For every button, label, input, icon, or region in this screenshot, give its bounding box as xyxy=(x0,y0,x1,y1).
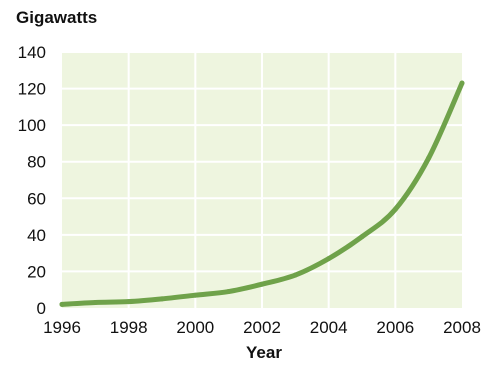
data-point xyxy=(59,301,65,307)
x-tick-label: 1996 xyxy=(43,318,81,337)
y-tick-label: 140 xyxy=(18,43,46,62)
x-tick-label: 2002 xyxy=(243,318,281,337)
y-tick-label: 100 xyxy=(18,116,46,135)
data-point xyxy=(92,300,98,306)
x-tick-label: 2000 xyxy=(176,318,214,337)
data-point xyxy=(226,289,232,295)
data-point xyxy=(359,234,365,240)
data-point xyxy=(326,256,332,262)
x-tick-label: 2006 xyxy=(376,318,414,337)
y-tick-label: 60 xyxy=(27,189,46,208)
y-tick-label: 0 xyxy=(37,299,46,318)
x-tick-labels: 1996 1998 2000 2002 2004 2006 2008 xyxy=(43,318,481,337)
y-tick-label: 40 xyxy=(27,226,46,245)
data-point xyxy=(159,296,165,302)
data-point xyxy=(192,292,198,298)
x-tick-label: 2008 xyxy=(443,318,481,337)
gridlines xyxy=(62,51,462,308)
y-tick-label: 80 xyxy=(27,153,46,172)
y-tick-label: 20 xyxy=(27,262,46,281)
data-point xyxy=(259,281,265,287)
x-axis-title: Year xyxy=(246,343,282,362)
data-point xyxy=(459,80,465,86)
data-point xyxy=(426,155,432,161)
x-tick-label: 1998 xyxy=(110,318,148,337)
y-axis-title: Gigawatts xyxy=(16,8,97,27)
data-point xyxy=(126,299,132,305)
data-points xyxy=(59,80,465,307)
x-tick-label: 2004 xyxy=(310,318,348,337)
data-point xyxy=(392,206,398,212)
y-tick-label: 120 xyxy=(18,80,46,99)
y-tick-labels: 0 20 40 60 80 100 120 140 xyxy=(18,43,46,318)
data-point xyxy=(292,272,298,278)
